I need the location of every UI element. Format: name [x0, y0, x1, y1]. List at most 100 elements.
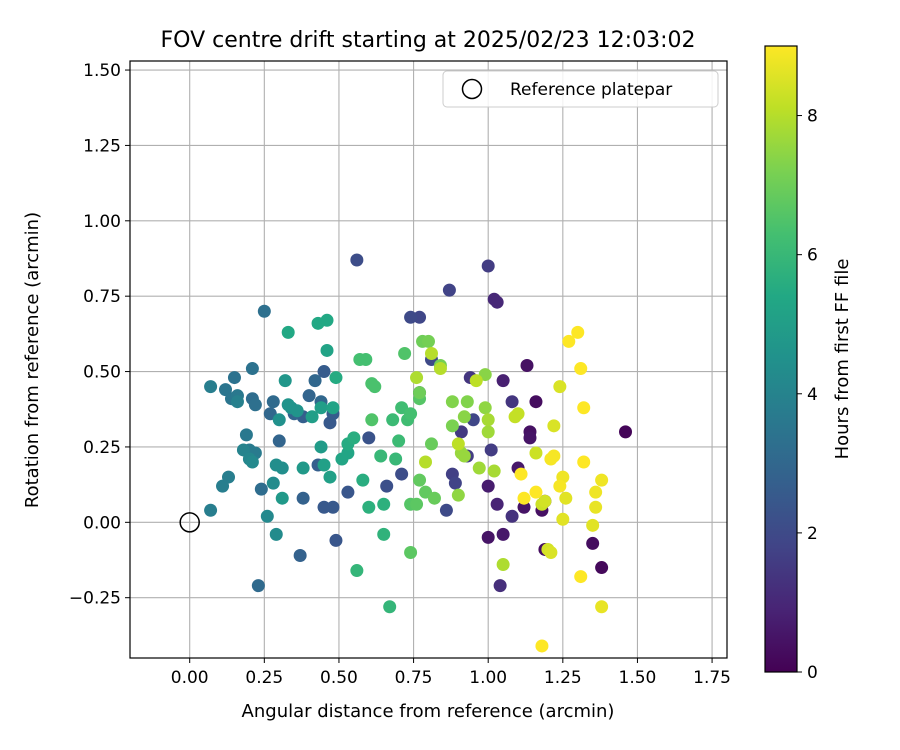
data-point [481, 425, 495, 439]
data-point [329, 371, 343, 385]
axes-frame [129, 60, 728, 659]
legend-reference-marker [461, 78, 483, 100]
data-point [410, 371, 424, 385]
data-point [490, 497, 504, 511]
data-point [419, 455, 433, 469]
data-point [595, 600, 609, 614]
data-point [481, 479, 495, 493]
x-tick-label: 0.00 [171, 668, 209, 688]
y-tick-label: 0.75 [83, 287, 121, 307]
data-point [562, 334, 576, 348]
data-point [445, 395, 459, 409]
data-point [404, 407, 418, 421]
data-point [574, 570, 588, 584]
data-point [362, 500, 376, 514]
x-tick-label: 1.50 [619, 668, 657, 688]
data-point [222, 470, 236, 484]
data-point [320, 343, 334, 357]
data-point [326, 401, 340, 415]
data-point [520, 359, 534, 373]
data-point [529, 395, 543, 409]
data-point [254, 482, 268, 496]
data-point [505, 395, 519, 409]
data-point [278, 374, 292, 388]
data-point [496, 558, 510, 572]
data-point [257, 304, 271, 318]
data-point [496, 527, 510, 541]
data-point [493, 579, 507, 593]
data-point [293, 548, 307, 562]
data-point [350, 564, 364, 578]
data-point [317, 365, 331, 379]
legend: Reference platepar [442, 70, 719, 108]
data-point [484, 443, 498, 457]
data-point [356, 473, 370, 487]
colorbar-ticks: 0 2 4 6 8 [797, 107, 818, 683]
data-point [383, 600, 397, 614]
data-point [413, 473, 427, 487]
data-point [553, 479, 567, 493]
data-point [472, 461, 486, 475]
y-tick-label: 1.25 [83, 136, 121, 156]
data-point [365, 413, 379, 427]
chart-title: FOV centre drift starting at 2025/02/23 … [161, 28, 696, 53]
data-point [586, 536, 600, 550]
x-axis-label: Angular distance from reference (arcmin) [242, 701, 615, 722]
data-point [511, 407, 525, 421]
data-point [505, 509, 519, 523]
data-point [347, 431, 361, 445]
data-point [329, 533, 343, 547]
data-point [377, 527, 391, 541]
data-point [427, 491, 441, 505]
x-tick-label: 1.00 [469, 668, 507, 688]
y-tick-label: −0.25 [69, 589, 121, 609]
data-point [490, 295, 504, 309]
data-point [547, 419, 561, 433]
data-point [586, 518, 600, 532]
colorbar-tick-label: 2 [807, 524, 818, 544]
data-point [589, 500, 603, 514]
data-point [496, 374, 510, 388]
data-point [380, 479, 394, 493]
colorbar-tick-label: 0 [807, 663, 818, 683]
data-point [296, 491, 310, 505]
x-tick-label: 0.50 [320, 668, 358, 688]
legend-box [442, 70, 719, 108]
data-point [374, 449, 388, 463]
data-point [424, 346, 438, 360]
y-tick-label: 0.50 [83, 363, 121, 383]
data-point [272, 413, 286, 427]
colorbar-tick-label: 4 [807, 385, 818, 405]
data-point [410, 497, 424, 511]
data-point [469, 374, 483, 388]
x-tick-label: 0.75 [395, 668, 433, 688]
data-point [272, 434, 286, 448]
data-point [413, 310, 427, 324]
data-point [269, 527, 283, 541]
data-point [529, 485, 543, 499]
x-tick-label: 0.25 [245, 668, 283, 688]
data-point [266, 476, 280, 490]
colorbar-tick-label: 8 [807, 107, 818, 127]
data-point [305, 410, 319, 424]
data-point [308, 374, 322, 388]
data-point [404, 545, 418, 559]
x-tick-label: 1.25 [544, 668, 582, 688]
data-point [245, 362, 259, 376]
data-point [204, 380, 218, 394]
data-point [230, 395, 244, 409]
data-point [368, 380, 382, 394]
data-point [556, 512, 570, 526]
data-point [574, 362, 588, 376]
data-point [296, 461, 310, 475]
data-point [350, 253, 364, 267]
data-point [544, 545, 558, 559]
data-point [245, 455, 259, 469]
data-point [544, 452, 558, 466]
data-point [314, 440, 328, 454]
data-point [353, 353, 367, 366]
data-point [395, 467, 409, 481]
data-point [302, 389, 316, 403]
data-point [451, 437, 465, 451]
